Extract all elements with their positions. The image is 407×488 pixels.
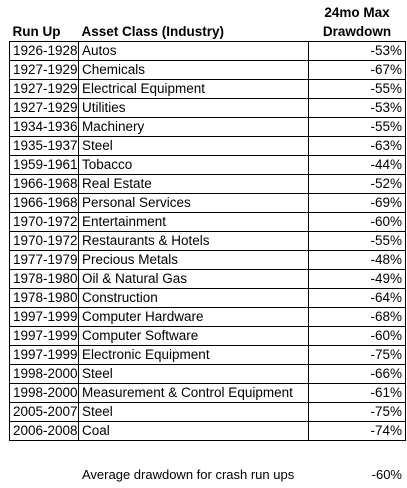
table-row: 1997-1999 Computer Software -60% xyxy=(9,326,406,346)
asset-class-cell: Utilities xyxy=(78,98,309,118)
asset-class-cell: Restaurants & Hotels xyxy=(78,231,309,251)
run-up-cell: 1935-1937 xyxy=(9,136,79,156)
drawdown-cell: -53% xyxy=(308,41,406,61)
run-up-cell: 1997-1999 xyxy=(9,345,79,365)
table-row: 1978-1980 Oil & Natural Gas -49% xyxy=(9,269,406,289)
run-up-cell: 1998-2000 xyxy=(9,383,79,403)
run-up-cell: 1966-1968 xyxy=(9,174,79,194)
drawdown-cell: -75% xyxy=(308,402,406,422)
table-row: 1997-1999 Electronic Equipment -75% xyxy=(9,345,406,365)
table-row: 1926-1928 Autos -53% xyxy=(9,41,406,61)
table-row: 1927-1929 Chemicals -67% xyxy=(9,60,406,80)
asset-class-cell: Personal Services xyxy=(78,193,309,213)
run-up-cell: 1997-1999 xyxy=(9,307,79,327)
drawdown-cell: -53% xyxy=(308,98,406,118)
drawdown-cell: -60% xyxy=(308,326,406,346)
drawdown-cell: -75% xyxy=(308,345,406,365)
drawdown-cell: -44% xyxy=(308,155,406,175)
drawdown-cell: -60% xyxy=(308,212,406,232)
max-drawdown-header-line1: 24mo Max xyxy=(324,5,390,20)
drawdown-cell: -49% xyxy=(308,269,406,289)
run-up-cell: 1970-1972 xyxy=(9,231,79,251)
table-row: 1959-1961 Tobacco -44% xyxy=(9,155,406,175)
table-row: 1934-1936 Machinery -55% xyxy=(9,117,406,137)
run-up-cell: 1959-1961 xyxy=(9,155,79,175)
max-drawdown-header-line2: Drawdown xyxy=(322,24,392,39)
asset-class-cell: Steel xyxy=(78,364,309,384)
run-up-cell: 1978-1980 xyxy=(9,288,79,308)
drawdown-cell: -64% xyxy=(308,288,406,308)
run-up-cell: 2005-2007 xyxy=(9,402,79,422)
table-header: 24mo Max Run Up Asset Class (Industry) D… xyxy=(10,3,406,42)
drawdown-cell: -55% xyxy=(308,231,406,251)
asset-class-cell: Computer Software xyxy=(78,326,309,346)
run-up-cell: 1927-1929 xyxy=(9,60,79,80)
table-row: 1970-1972 Restaurants & Hotels -55% xyxy=(9,231,406,251)
asset-class-cell: Autos xyxy=(78,41,309,61)
drawdown-cell: -66% xyxy=(308,364,406,384)
table-row: 1998-2000 Measurement & Control Equipment… xyxy=(9,383,406,403)
run-up-header: Run Up xyxy=(12,24,61,39)
table-row: 1927-1929 Electrical Equipment -55% xyxy=(9,79,406,99)
drawdown-cell: -61% xyxy=(308,383,406,403)
run-up-cell: 1926-1928 xyxy=(9,41,79,61)
run-up-cell: 1977-1979 xyxy=(9,250,79,270)
table-row: 1997-1999 Computer Hardware -68% xyxy=(9,307,406,327)
drawdown-cell: -74% xyxy=(308,421,406,441)
table-row: 2005-2007 Steel -75% xyxy=(9,402,406,422)
table-row: 1978-1980 Construction -64% xyxy=(9,288,406,308)
asset-class-cell: Tobacco xyxy=(78,155,309,175)
drawdown-cell: -68% xyxy=(308,307,406,327)
table-row: 1935-1937 Steel -63% xyxy=(9,136,406,156)
asset-class-cell: Electrical Equipment xyxy=(78,79,309,99)
run-up-cell: 1934-1936 xyxy=(9,117,79,137)
asset-class-cell: Steel xyxy=(78,136,309,156)
drawdown-cell: -63% xyxy=(308,136,406,156)
drawdown-cell: -55% xyxy=(308,79,406,99)
table-row: 1977-1979 Precious Metals -48% xyxy=(9,250,406,270)
run-up-cell: 1998-2000 xyxy=(9,364,79,384)
table-row: 1966-1968 Personal Services -69% xyxy=(9,193,406,213)
asset-class-cell: Oil & Natural Gas xyxy=(78,269,309,289)
run-up-cell: 1966-1968 xyxy=(9,193,79,213)
drawdown-cell: -48% xyxy=(308,250,406,270)
run-up-cell: 1927-1929 xyxy=(9,79,79,99)
drawdown-cell: -67% xyxy=(308,60,406,80)
asset-class-cell: Electronic Equipment xyxy=(78,345,309,365)
asset-class-cell: Computer Hardware xyxy=(78,307,309,327)
run-up-cell: 2006-2008 xyxy=(9,421,79,441)
drawdown-cell: -55% xyxy=(308,117,406,137)
table-row: 1998-2000 Steel -66% xyxy=(9,364,406,384)
asset-class-cell: Machinery xyxy=(78,117,309,137)
asset-class-cell: Precious Metals xyxy=(78,250,309,270)
run-up-cell: 1927-1929 xyxy=(9,98,79,118)
run-up-cell: 1997-1999 xyxy=(9,326,79,346)
asset-class-cell: Coal xyxy=(78,421,309,441)
drawdown-cell: -52% xyxy=(308,174,406,194)
asset-class-cell: Construction xyxy=(78,288,309,308)
asset-class-cell: Real Estate xyxy=(78,174,309,194)
drawdown-cell: -69% xyxy=(308,193,406,213)
asset-class-cell: Chemicals xyxy=(78,60,309,80)
asset-class-cell: Entertainment xyxy=(78,212,309,232)
table-body: 1926-1928 Autos -53% 1927-1929 Chemicals -67%… xyxy=(9,41,406,441)
average-drawdown-label: Average drawdown for crash run ups xyxy=(82,467,295,482)
average-drawdown-row: Average drawdown for crash run ups -60% xyxy=(78,466,402,484)
table-row: 2006-2008 Coal -74% xyxy=(9,421,406,441)
asset-class-cell: Steel xyxy=(78,402,309,422)
table-row: 1966-1968 Real Estate -52% xyxy=(9,174,406,194)
table-row: 1927-1929 Utilities -53% xyxy=(9,98,406,118)
run-up-cell: 1978-1980 xyxy=(9,269,79,289)
asset-class-cell: Measurement & Control Equipment xyxy=(78,383,309,403)
drawdown-table: 24mo Max Run Up Asset Class (Industry) D… xyxy=(9,3,406,441)
asset-class-header: Asset Class (Industry) xyxy=(81,24,225,39)
run-up-cell: 1970-1972 xyxy=(9,212,79,232)
table-row: 1970-1972 Entertainment -60% xyxy=(9,212,406,232)
average-drawdown-value: -60% xyxy=(371,467,402,482)
